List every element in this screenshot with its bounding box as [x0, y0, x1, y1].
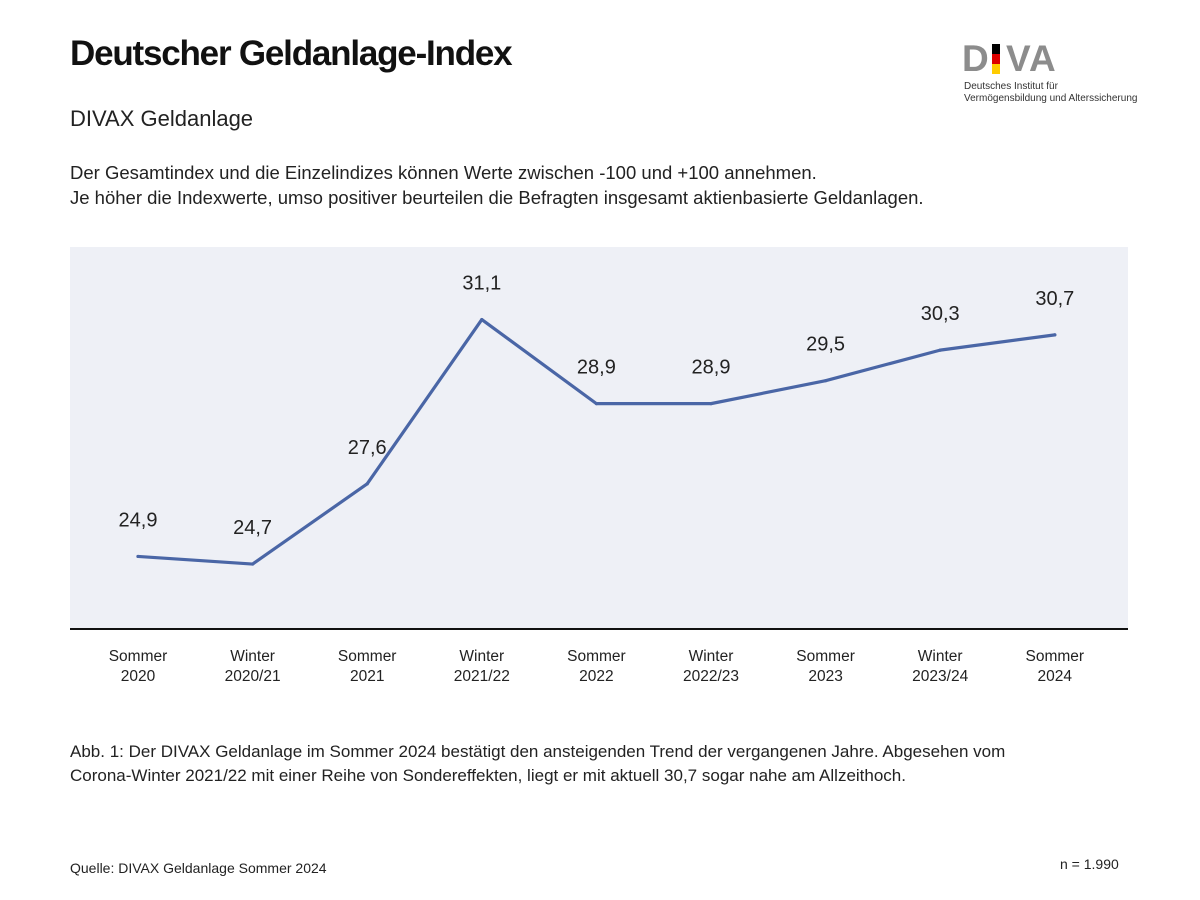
- source-note: Quelle: DIVAX Geldanlage Sommer 2024: [70, 860, 327, 876]
- x-tick-label-3-1: Sommer: [338, 648, 397, 665]
- flag-stripe-red: [992, 54, 1000, 64]
- x-tick-label-7-1: Sommer: [796, 648, 855, 665]
- x-tick-label-2-1: Winter: [230, 648, 275, 665]
- x-tick-label-9-2: 2024: [1038, 668, 1073, 685]
- description: Der Gesamtindex und die Einzelindizes kö…: [70, 160, 924, 210]
- x-tick-label-1-1: Sommer: [109, 648, 168, 665]
- page-title: Deutscher Geldanlage-Index: [70, 34, 513, 73]
- sample-size: n = 1.990: [1060, 856, 1119, 872]
- x-tick-label-4-1: Winter: [459, 648, 504, 665]
- data-label-5: 28,9: [577, 357, 616, 379]
- data-label-3: 27,6: [348, 437, 387, 459]
- x-tick-label-3-2: 2021: [350, 668, 384, 685]
- data-label-4: 31,1: [462, 273, 501, 295]
- logo-letter-d: D: [962, 38, 989, 79]
- data-label-9: 30,7: [1035, 288, 1074, 310]
- data-point-6: [709, 402, 713, 406]
- x-tick-label-7-2: 2023: [808, 668, 842, 685]
- line-chart: 24,9 24,7 27,6 31,1 28,9 28,9 29,5 30,3 30,7 Somm…: [70, 247, 1128, 685]
- x-tick-label-6-1: Winter: [689, 648, 734, 665]
- data-label-2: 24,7: [233, 517, 272, 539]
- data-point-2: [251, 562, 255, 566]
- data-label-1: 24,9: [119, 509, 158, 531]
- data-label-6: 28,9: [692, 357, 731, 379]
- x-tick-label-8-2: 2023/24: [912, 668, 968, 685]
- logo-tagline-line-2: Vermögensbildung und Alterssicherung: [964, 92, 1138, 104]
- x-tick-label-6-2: 2022/23: [683, 668, 739, 685]
- figure-caption: Abb. 1: Der DIVAX Geldanlage im Sommer 2…: [70, 740, 1005, 788]
- description-line-1: Der Gesamtindex und die Einzelindizes kö…: [70, 162, 817, 183]
- x-tick-label-5-2: 2022: [579, 668, 613, 685]
- diva-logo: D I V A Deutsches Institut für Vermögens…: [962, 38, 1137, 104]
- x-tick-label-4-2: 2021/22: [454, 668, 510, 685]
- data-point-1: [136, 554, 140, 559]
- x-tick-label-9-1: Sommer: [1026, 648, 1085, 665]
- x-tick-label-5-1: Sommer: [567, 648, 626, 665]
- data-label-8: 30,3: [921, 303, 960, 325]
- data-label-7: 29,5: [806, 334, 845, 356]
- logo-tagline-line-1: Deutsches Institut für: [964, 81, 1058, 92]
- logo-letter-v: V: [1006, 38, 1031, 79]
- data-point-8: [938, 348, 942, 352]
- logo-flag-icon: [992, 44, 1000, 74]
- logo-letter-a: A: [1029, 38, 1056, 79]
- x-tick-label-2-2: 2020/21: [225, 668, 281, 685]
- data-point-9: [1053, 333, 1057, 337]
- plot-background: [70, 247, 1128, 629]
- caption-line-1: Abb. 1: Der DIVAX Geldanlage im Sommer 2…: [70, 742, 1006, 761]
- flag-stripe-gold: [992, 64, 1000, 74]
- description-line-2: Je höher die Indexwerte, umso positiver …: [70, 187, 924, 208]
- data-point-3: [365, 482, 369, 486]
- caption-line-2: Corona-Winter 2021/22 mit einer Reihe vo…: [70, 766, 906, 785]
- x-tick-label-8-1: Winter: [918, 648, 963, 665]
- flag-stripe-black: [992, 44, 1000, 54]
- chart-subtitle: DIVAX Geldanlage: [70, 106, 254, 131]
- data-point-4: [480, 317, 484, 322]
- x-tick-label-1-2: 2020: [121, 668, 156, 685]
- data-point-7: [824, 379, 828, 383]
- logo-tagline: Deutsches Institut für Vermögensbildung …: [964, 81, 1137, 104]
- data-point-5: [594, 402, 599, 406]
